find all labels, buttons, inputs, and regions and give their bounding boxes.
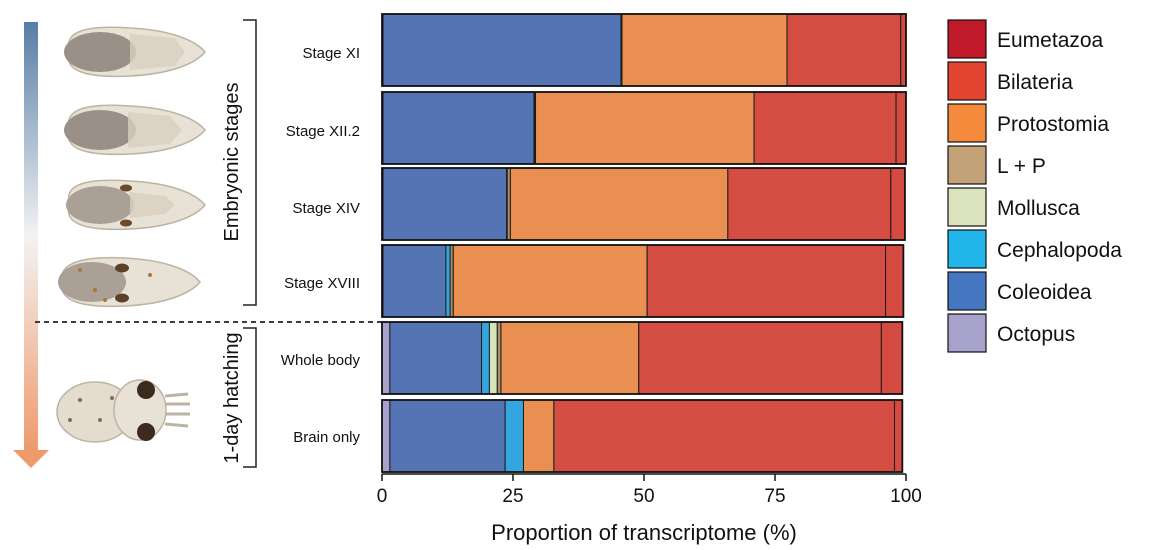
- bar-segment-protostomia: [509, 167, 729, 241]
- legend-label-coleoidea: Coleoidea: [997, 281, 1092, 304]
- legend-item-bilateria: Bilateria: [947, 61, 1073, 101]
- category-label-stage-xiv: Stage XIV: [292, 200, 360, 217]
- timeline-arrow: [13, 22, 49, 468]
- bar-segment-protostomia: [535, 91, 755, 165]
- bar-row-stage-xviii: [381, 244, 905, 318]
- legend-item-octopus: Octopus: [947, 313, 1075, 353]
- x-tick-label-0: 0: [377, 486, 388, 507]
- bar-segment-mollusca: [488, 321, 498, 395]
- x-tick-label-75: 75: [764, 486, 785, 507]
- legend-swatch-protostomia: [947, 103, 987, 143]
- legend-item-eumetazoa: Eumetazoa: [947, 19, 1104, 59]
- bar-segment-coleoidea: [389, 399, 506, 473]
- bar-row-stage-xi: [381, 13, 907, 87]
- bar-segment-coleoidea: [382, 244, 447, 318]
- group-label-embryonic-stages: Embryonic stages: [221, 83, 243, 242]
- legend-swatch-bilateria: [947, 61, 987, 101]
- embryonic-stages-bracket: Embryonic stages: [221, 19, 257, 306]
- legend-label-protostomia: Protostomia: [997, 113, 1109, 136]
- bar-segment-eumetazoa: [890, 167, 906, 241]
- embryo-stage-xviii-image: [58, 256, 201, 308]
- legend-label-cephalopoda: Cephalopoda: [997, 239, 1122, 262]
- category-label-whole-body: Whole body: [281, 352, 361, 369]
- legend-item-coleoidea: Coleoidea: [947, 271, 1092, 311]
- bar-segment-coleoidea: [382, 13, 622, 87]
- bar-segment-eumetazoa: [893, 399, 903, 473]
- x-axis: 0 25 50 75 100: [377, 473, 922, 507]
- legend-item-mollusca: Mollusca: [947, 187, 1080, 227]
- bar-segment-bilateria: [786, 13, 902, 87]
- bar-segment-cephalopoda: [504, 399, 524, 473]
- x-tick-label-50: 50: [633, 486, 654, 507]
- bar-segment-protostomia: [452, 244, 648, 318]
- category-label-stage-xii-2: Stage XII.2: [286, 123, 360, 140]
- legend-swatch-eumetazoa: [947, 19, 987, 59]
- x-axis-title: Proportion of transcriptome (%): [491, 520, 797, 545]
- bar-segment-eumetazoa: [885, 244, 904, 318]
- legend-label-mollusca: Mollusca: [997, 197, 1080, 220]
- legend-swatch-octopus: [947, 313, 987, 353]
- x-tick-label-100: 100: [890, 486, 922, 507]
- bar-segment-bilateria: [727, 167, 892, 241]
- category-label-stage-xviii: Stage XVIII: [284, 275, 360, 292]
- embryo-stage-xii-image: [64, 104, 206, 156]
- category-label-brain-only: Brain only: [293, 429, 360, 446]
- category-labels: Stage XI Stage XII.2 Stage XIV Stage XVI…: [281, 45, 361, 446]
- bar-row-stage-xii-2: [381, 91, 907, 165]
- bar-segment-l-p: [496, 321, 502, 395]
- legend-swatch-coleoidea: [947, 271, 987, 311]
- legend-label-bilateria: Bilateria: [997, 71, 1073, 94]
- embryo-illustrations: [56, 26, 206, 443]
- bar-outline: [381, 167, 906, 241]
- legend-label-l-p: L + P: [997, 155, 1046, 178]
- bar-segment-coleoidea: [382, 167, 508, 241]
- bar-segment-bilateria: [753, 91, 897, 165]
- hatchling-image: [56, 379, 190, 443]
- bar-segment-bilateria: [638, 321, 882, 395]
- bar-segment-coleoidea: [382, 91, 535, 165]
- embryo-stage-xi-image: [64, 26, 206, 78]
- legend-item-l-p: L + P: [947, 145, 1046, 185]
- bar-segment-octopus: [381, 321, 391, 395]
- bar-segment-cephalopoda: [445, 244, 451, 318]
- bar-segment-protostomia: [522, 399, 555, 473]
- legend-swatch-l-p: [947, 145, 987, 185]
- embryo-stage-xiv-image: [66, 179, 206, 231]
- legend-label-octopus: Octopus: [997, 323, 1075, 346]
- bar-segment-eumetazoa: [880, 321, 903, 395]
- legend-item-protostomia: Protostomia: [947, 103, 1109, 143]
- hatching-bracket: 1-day hatching: [221, 327, 257, 468]
- bar-row-stage-xiv: [381, 167, 906, 241]
- bar-row-brain-only: [381, 399, 904, 473]
- stacked-bars: [381, 13, 907, 473]
- legend-item-cephalopoda: Cephalopoda: [947, 229, 1122, 269]
- bar-segment-coleoidea: [389, 321, 483, 395]
- legend: Eumetazoa Bilateria Protostomia L + P Mollus…: [947, 19, 1122, 353]
- bar-outline: [381, 321, 904, 395]
- bar-segment-cephalopoda: [481, 321, 490, 395]
- legend-swatch-mollusca: [947, 187, 987, 227]
- group-label-1-day-hatching: 1-day hatching: [221, 332, 243, 463]
- legend-label-eumetazoa: Eumetazoa: [997, 29, 1104, 52]
- bar-outline: [381, 244, 905, 318]
- bar-outline: [381, 399, 904, 473]
- bar-segment-bilateria: [646, 244, 887, 318]
- bar-segment-protostomia: [500, 321, 640, 395]
- bar-outline: [381, 13, 907, 87]
- bar-row-whole-body: [381, 321, 904, 395]
- bar-segment-octopus: [381, 399, 391, 473]
- bar-segment-bilateria: [553, 399, 895, 473]
- bar-segment-eumetazoa: [895, 91, 907, 165]
- bar-segment-protostomia: [621, 13, 788, 87]
- category-label-stage-xi: Stage XI: [302, 45, 360, 62]
- x-tick-label-25: 25: [502, 486, 523, 507]
- legend-swatch-cephalopoda: [947, 229, 987, 269]
- bar-outline: [381, 91, 907, 165]
